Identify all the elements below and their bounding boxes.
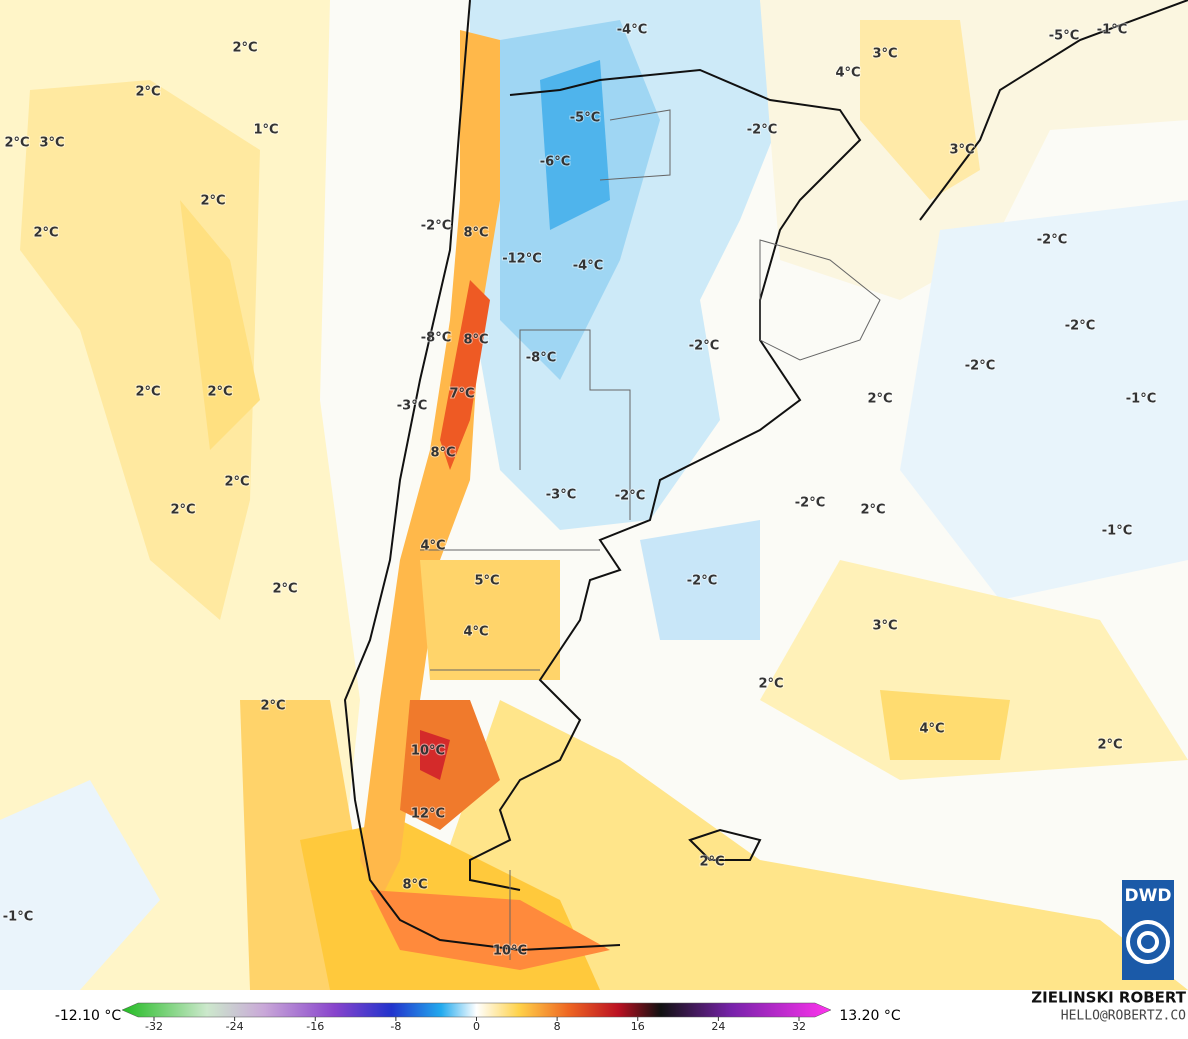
temperature-label: 8°C — [402, 878, 427, 893]
temperature-label: -2°C — [965, 359, 995, 374]
temperature-label: -5°C — [570, 111, 600, 126]
temperature-label: 3°C — [872, 619, 897, 634]
temperature-label: -2°C — [1065, 319, 1095, 334]
colorbar-max: 13.20 °C — [839, 1008, 901, 1024]
colorbar-tick-label: -16 — [306, 1020, 324, 1033]
temperature-label: -1°C — [1126, 392, 1156, 407]
temperature-label: -1°C — [1097, 23, 1127, 38]
temperature-label: 7°C — [449, 387, 474, 402]
temperature-label: 2°C — [170, 503, 195, 518]
temperature-label: -8°C — [526, 351, 556, 366]
temperature-label: -2°C — [795, 496, 825, 511]
temperature-label: 4°C — [835, 66, 860, 81]
temperature-label: 8°C — [430, 446, 455, 461]
temperature-label: 2°C — [33, 226, 58, 241]
temperature-label: 12°C — [411, 807, 445, 822]
temperature-label: 2°C — [867, 392, 892, 407]
temperature-label: 8°C — [463, 226, 488, 241]
temperature-labels: 2°C 2°C 1°C 2°C 3°C 2°C 2°C 2°C 2°C 2°C 2°C 2°C 2°C -… — [2, 22, 1157, 960]
temperature-label: -4°C — [617, 23, 647, 38]
temperature-label: 5°C — [474, 574, 499, 589]
temperature-label: -2°C — [421, 219, 451, 234]
temperature-label: 3°C — [872, 47, 897, 62]
logo: DWD — [1122, 880, 1174, 980]
temperature-label: -2°C — [687, 574, 717, 589]
temperature-label: 2°C — [260, 699, 285, 714]
temperature-label: 4°C — [919, 722, 944, 737]
temperature-label: -8°C — [421, 331, 451, 346]
colorbar-tick-label: -24 — [226, 1020, 244, 1033]
coastlines — [343, 0, 1188, 952]
temperature-label: -1°C — [1102, 524, 1132, 539]
temperature-label: 2°C — [207, 385, 232, 400]
temperature-label: 2°C — [232, 41, 257, 56]
temperature-label: 4°C — [463, 625, 488, 640]
temperature-label: 2°C — [224, 475, 249, 490]
temperature-label: -4°C — [573, 259, 603, 274]
temperature-label: 3°C — [39, 136, 64, 151]
temperature-label: 2°C — [272, 582, 297, 597]
temperature-label: -5°C — [1049, 29, 1079, 44]
temperature-label: 2°C — [860, 503, 885, 518]
temperature-label: -2°C — [747, 123, 777, 138]
colorbar-tick-label: -32 — [145, 1020, 163, 1033]
contact: HELLO@ROBERTZ.CO — [1061, 1009, 1186, 1024]
temperature-label: 10°C — [493, 944, 527, 959]
temperature-label: -1°C — [3, 910, 33, 925]
temperature-label: -2°C — [615, 489, 645, 504]
temperature-label: 2°C — [758, 677, 783, 692]
temperature-label: 2°C — [135, 85, 160, 100]
temperature-label: 8°C — [463, 333, 488, 348]
colorbar-tick-label: -8 — [390, 1020, 401, 1033]
temperature-label: 2°C — [4, 136, 29, 151]
logo-text: DWD — [1125, 886, 1172, 906]
temperature-label: -3°C — [397, 399, 427, 414]
temperature-label: -3°C — [546, 488, 576, 503]
temperature-label: 4°C — [420, 539, 445, 554]
borders — [420, 109, 881, 960]
temperature-label: -2°C — [1037, 233, 1067, 248]
colorbar-tick-label: 32 — [792, 1020, 806, 1033]
colorbar-min: -12.10 °C — [55, 1008, 122, 1024]
temperature-label: 2°C — [1097, 738, 1122, 753]
temperature-label: 3°C — [949, 143, 974, 158]
temperature-label: -6°C — [540, 155, 570, 170]
temperature-label: 2°C — [135, 385, 160, 400]
colorbar: -12.10 °C 13.20 °C -32 -24 -16 -8 0 8 16 24 32 — [0, 990, 1188, 1035]
colorbar-tick-label: 0 — [473, 1020, 480, 1033]
temperature-label: 10°C — [411, 744, 445, 759]
temperature-label: -12°C — [502, 252, 542, 267]
temperature-label: -2°C — [689, 339, 719, 354]
temperature-label: 2°C — [699, 855, 724, 870]
colorbar-tick-label: 16 — [631, 1020, 645, 1033]
colorbar-tick-label: 8 — [554, 1020, 561, 1033]
field-shading — [0, 0, 1188, 990]
temperature-label: 1°C — [253, 123, 278, 138]
temperature-label: 2°C — [200, 194, 225, 209]
author: ZIELINSKI ROBERT — [1031, 989, 1186, 1007]
colorbar-tick-label: 24 — [711, 1020, 725, 1033]
